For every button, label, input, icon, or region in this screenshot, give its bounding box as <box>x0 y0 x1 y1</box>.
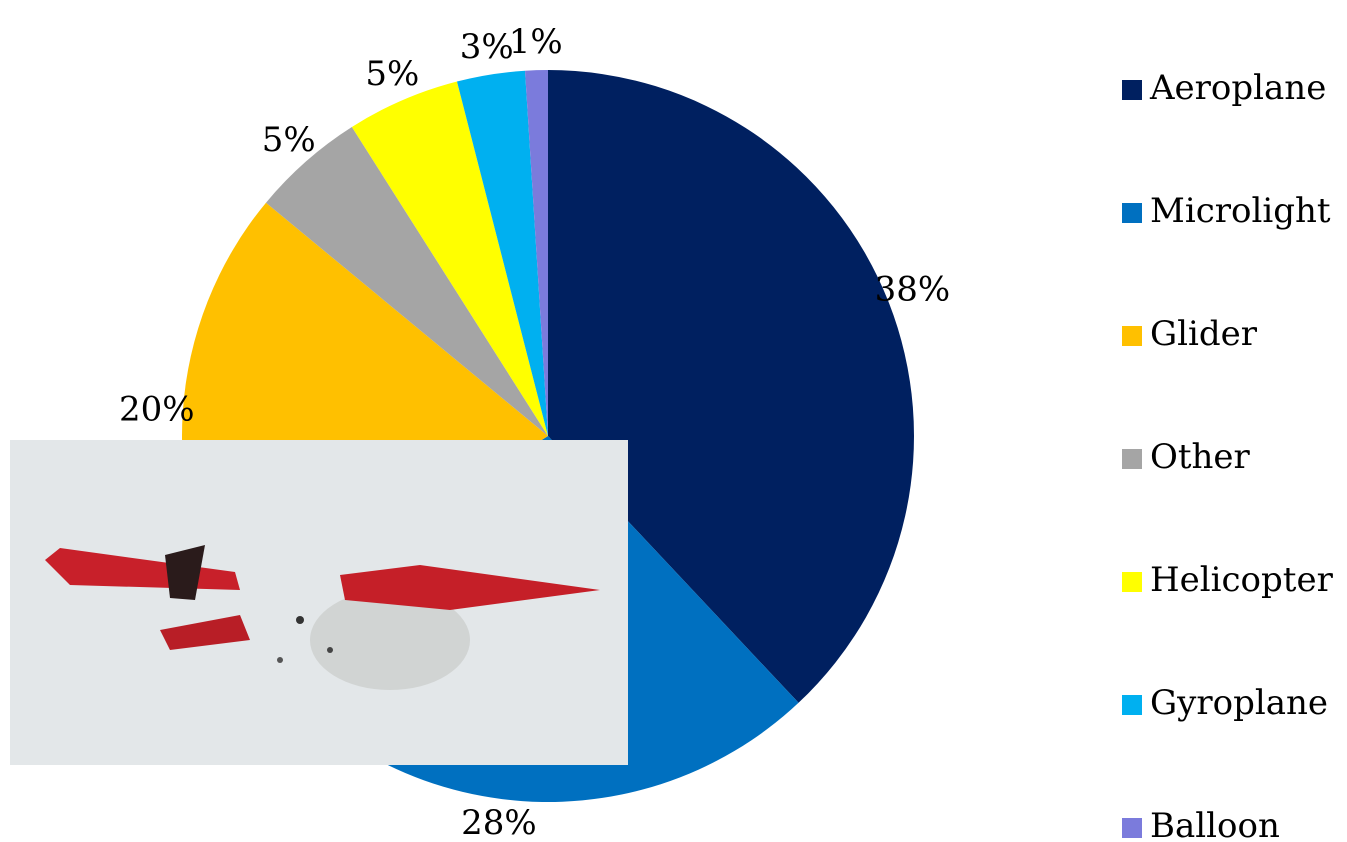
legend-label: Helicopter <box>1150 560 1334 600</box>
pie-slice <box>456 70 548 436</box>
data-label: 3% <box>460 27 514 67</box>
labels: 38% 28% 20% 5% 5% 3%1% <box>119 22 950 842</box>
legend-swatch <box>1122 326 1142 346</box>
legend-swatch <box>1122 818 1142 838</box>
debris <box>277 657 283 663</box>
photo-background <box>10 440 628 765</box>
legend-swatch <box>1122 695 1142 715</box>
photo <box>10 440 628 765</box>
pie-slice <box>351 81 548 436</box>
legend-swatch <box>1122 572 1142 592</box>
plane-left-wing <box>165 545 205 600</box>
plane-right <box>340 565 600 610</box>
legend-label: Aeroplane <box>1149 68 1326 108</box>
legend-label: Glider <box>1150 314 1258 354</box>
legend-swatch <box>1122 80 1142 100</box>
pie-slice <box>265 126 548 436</box>
legend: Aeroplane Microlight Glider Other Helicopter… <box>1122 68 1334 842</box>
legend-label: Balloon <box>1150 806 1280 842</box>
pie-slice <box>525 70 548 436</box>
legend-label: Other <box>1150 437 1251 477</box>
data-label: 1% <box>509 22 563 62</box>
debris <box>296 616 304 624</box>
pie-slice <box>548 70 915 703</box>
data-label: 5% <box>365 54 419 94</box>
data-label: 28% <box>461 803 537 842</box>
debris <box>327 647 333 653</box>
data-label: 5% <box>262 120 316 160</box>
legend-swatch <box>1122 449 1142 469</box>
data-label: 20% <box>119 389 195 429</box>
legend-swatch <box>1122 203 1142 223</box>
legend-label: Gyroplane <box>1150 683 1328 723</box>
plane-debris <box>160 615 250 650</box>
smoke <box>310 590 470 690</box>
legend-label: Microlight <box>1150 191 1331 231</box>
data-label: 38% <box>875 270 951 310</box>
